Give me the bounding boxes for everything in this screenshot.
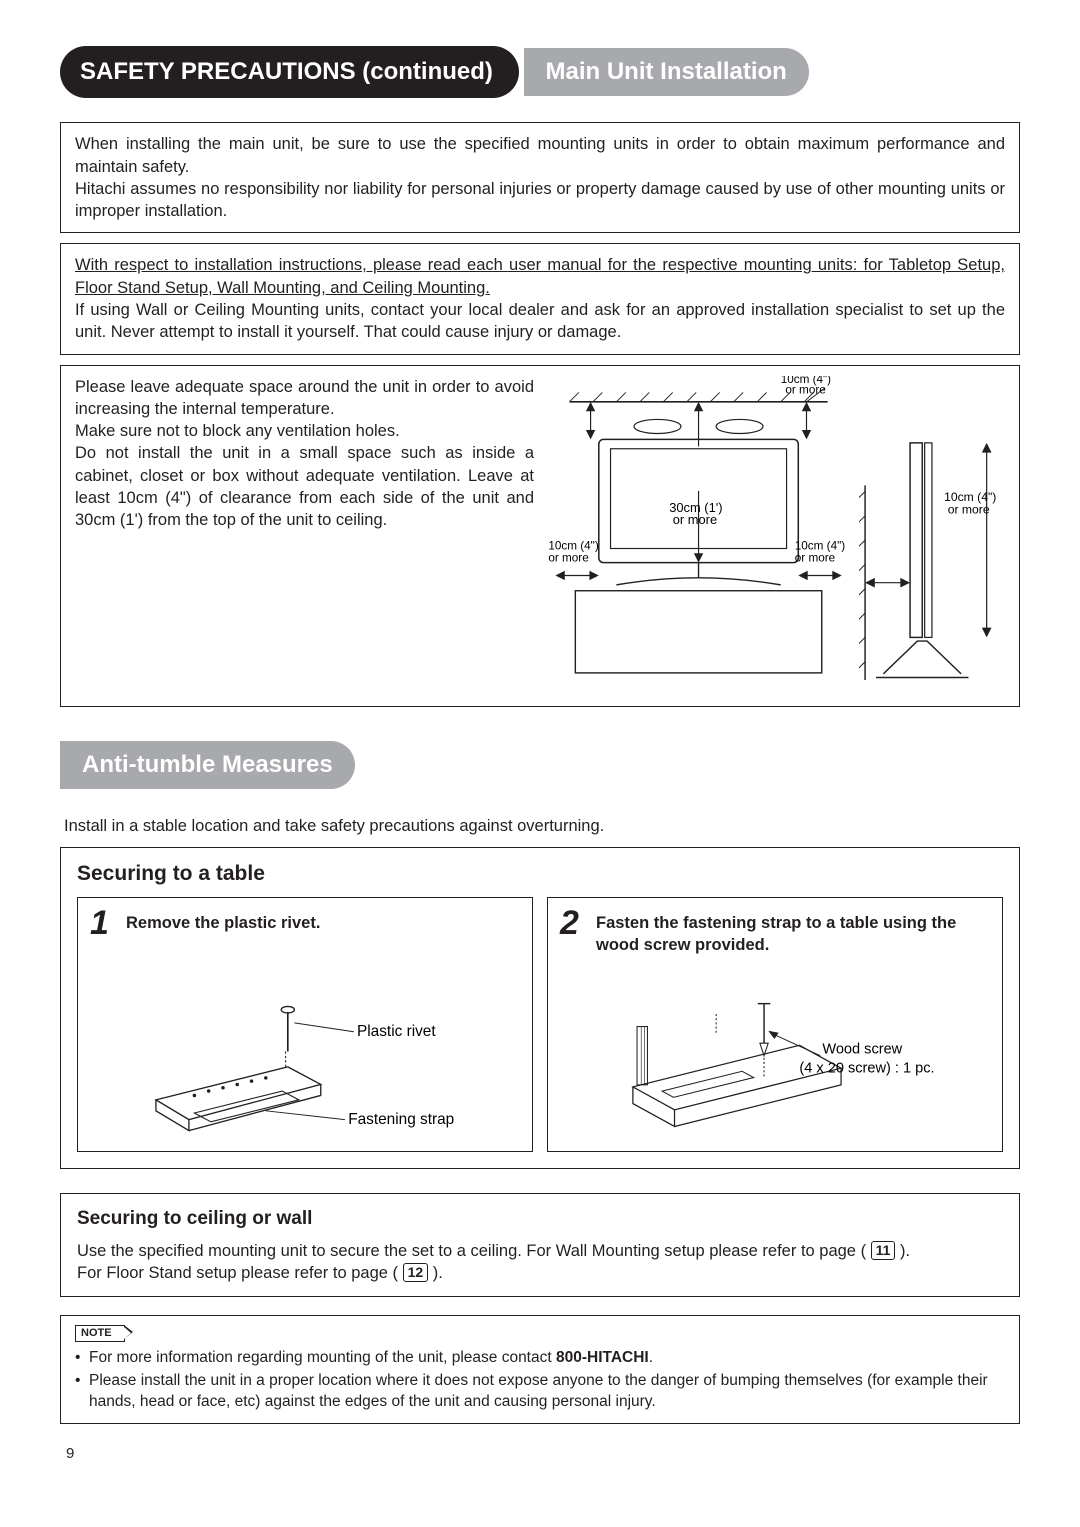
svg-text:Plastic rivet: Plastic rivet	[357, 1023, 436, 1040]
step-1-text: Remove the plastic rivet.	[126, 906, 320, 934]
securing-ceiling-title: Securing to ceiling or wall	[77, 1206, 1003, 1232]
note-box: NOTE For more information regarding moun…	[60, 1315, 1020, 1424]
page-header-banner: SAFETY PRECAUTIONS (continued)	[60, 46, 519, 98]
note-item-1: For more information regarding mounting …	[75, 1348, 1005, 1369]
svg-text:Wood screw: Wood screw	[822, 1042, 902, 1058]
svg-text:or more: or more	[948, 502, 990, 516]
intro-box2-underline: With respect to installation instruction…	[75, 256, 1005, 296]
note-tag: NOTE	[75, 1325, 125, 1342]
securing-ceiling-text: Use the specified mounting unit to secur…	[77, 1240, 1003, 1285]
svg-text:Fastening strap: Fastening strap	[348, 1111, 454, 1128]
step-2-text: Fasten the fastening strap to a table us…	[596, 906, 990, 957]
intro-box1-p2: Hitachi assumes no responsibility nor li…	[75, 180, 1005, 220]
tv-front-diagram: 30cm (1') or more 10cm (4") or more 10cm…	[546, 376, 851, 681]
step-1-diagram: Plastic rivet Fastening strap	[90, 946, 520, 1133]
anti-tumble-intro: Install in a stable location and take sa…	[64, 815, 1020, 837]
clearance-box: Please leave adequate space around the u…	[60, 365, 1020, 707]
tv-side-diagram: 10cm (4") or more	[859, 376, 1005, 692]
securing-table-title: Securing to a table	[77, 860, 1003, 888]
intro-box2-rest: If using Wall or Ceiling Mounting units,…	[75, 301, 1005, 341]
step-2-number: 2	[560, 906, 586, 940]
section-title-main-unit: Main Unit Installation	[524, 48, 809, 96]
step-1-number: 1	[90, 906, 116, 940]
section-title-anti-tumble-text: Anti-tumble Measures	[82, 751, 333, 778]
intro-box-1: When installing the main unit, be sure t…	[60, 122, 1020, 233]
page-ref-12: 12	[403, 1263, 429, 1282]
section-title-main-unit-text: Main Unit Installation	[546, 58, 787, 85]
securing-ceiling-box: Securing to ceiling or wall Use the spec…	[60, 1193, 1020, 1297]
svg-text:or more: or more	[548, 551, 588, 564]
note-item-2: Please install the unit in a proper loca…	[75, 1371, 1005, 1413]
step-2: 2 Fasten the fastening strap to a table …	[547, 897, 1003, 1153]
intro-box1-p1: When installing the main unit, be sure t…	[75, 135, 1005, 175]
svg-text:or more: or more	[673, 511, 717, 526]
section-title-anti-tumble: Anti-tumble Measures	[60, 741, 355, 789]
svg-text:or more: or more	[795, 551, 835, 564]
svg-text:or more: or more	[785, 383, 825, 396]
securing-table-box: Securing to a table 1 Remove the plastic…	[60, 847, 1020, 1169]
page-number: 9	[66, 1444, 1020, 1464]
page-header-text: SAFETY PRECAUTIONS (continued)	[80, 58, 493, 85]
intro-box-2: With respect to installation instruction…	[60, 243, 1020, 354]
step-2-diagram: Wood screw (4 x 20 screw) : 1 pc.	[560, 962, 990, 1139]
clearance-text: Please leave adequate space around the u…	[75, 376, 534, 692]
page-ref-11: 11	[871, 1241, 896, 1260]
clearance-diagrams: 30cm (1') or more 10cm (4") or more 10cm…	[546, 376, 1005, 692]
step-1: 1 Remove the plastic rivet.	[77, 897, 533, 1153]
note-list: For more information regarding mounting …	[75, 1348, 1005, 1413]
svg-text:(4 x 20 screw) : 1 pc.: (4 x 20 screw) : 1 pc.	[799, 1061, 934, 1077]
